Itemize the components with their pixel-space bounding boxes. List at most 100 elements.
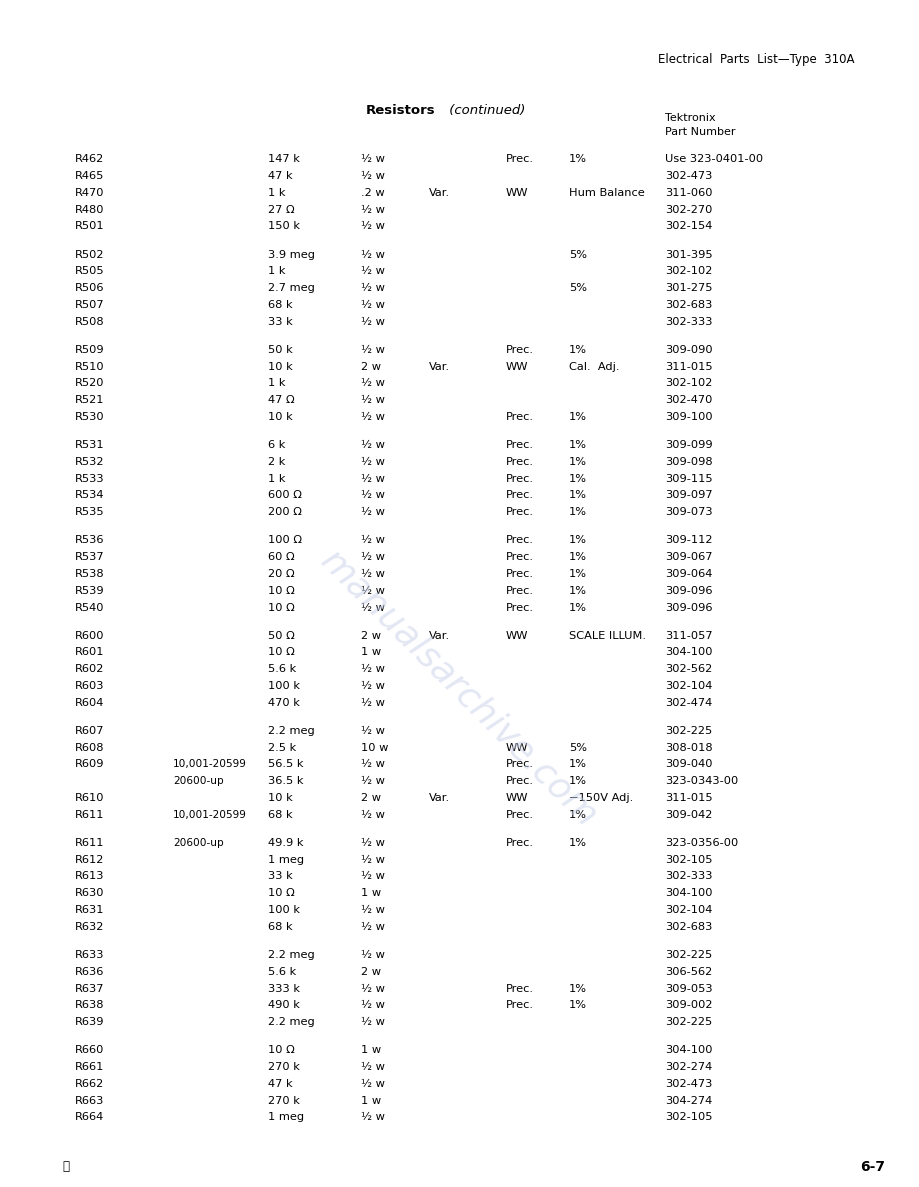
- Text: 2 w: 2 w: [361, 793, 381, 804]
- Text: 10,001-20599: 10,001-20599: [173, 760, 246, 769]
- Text: 1%: 1%: [569, 603, 587, 612]
- Text: ½ w: ½ w: [361, 871, 385, 882]
- Text: SCALE ILLUM.: SCALE ILLUM.: [569, 630, 646, 641]
- Text: R506: R506: [75, 284, 105, 293]
- Text: 306-562: 306-562: [665, 966, 712, 977]
- Text: 10 k: 10 k: [268, 362, 293, 372]
- Text: ½ w: ½ w: [361, 904, 385, 915]
- Text: R638: R638: [75, 1001, 105, 1010]
- Text: .2 w: .2 w: [361, 188, 385, 198]
- Text: 1 w: 1 w: [361, 888, 381, 899]
- Text: 302-102: 302-102: [665, 266, 713, 277]
- Text: 302-102: 302-102: [665, 379, 713, 388]
- Text: Prec.: Prec.: [505, 569, 533, 579]
- Text: 10 k: 10 k: [268, 793, 293, 804]
- Text: R480: R480: [75, 204, 105, 215]
- Text: ½ w: ½ w: [361, 1062, 385, 1072]
- Text: 333 k: 333 k: [268, 984, 301, 994]
- Text: 302-105: 302-105: [665, 1112, 713, 1123]
- Text: R520: R520: [75, 379, 105, 388]
- Text: ½ w: ½ w: [361, 569, 385, 579]
- Text: 1 k: 1 k: [268, 188, 286, 198]
- Text: R633: R633: [75, 950, 105, 960]
- Text: R660: R660: [75, 1046, 105, 1055]
- Text: 309-053: 309-053: [665, 984, 713, 994]
- Text: R663: R663: [75, 1096, 105, 1105]
- Text: 302-470: 302-470: [665, 395, 713, 405]
- Text: 1%: 1%: [569, 507, 587, 518]
- Text: 309-099: 309-099: [665, 440, 713, 450]
- Text: ½ w: ½ w: [361, 440, 385, 450]
- Text: ½ w: ½ w: [361, 284, 385, 293]
- Text: R604: R604: [75, 698, 105, 707]
- Text: Ⓐ: Ⓐ: [62, 1160, 70, 1173]
- Text: ½ w: ½ w: [361, 698, 385, 707]
- Text: R537: R537: [75, 552, 105, 563]
- Text: 3.9 meg: 3.9 meg: [268, 249, 315, 260]
- Text: 1 k: 1 k: [268, 379, 286, 388]
- Text: ½ w: ½ w: [361, 317, 385, 326]
- Text: ½ w: ½ w: [361, 552, 385, 563]
- Text: 309-096: 309-096: [665, 603, 713, 612]
- Text: R538: R538: [75, 569, 105, 579]
- Text: 10 Ω: 10 Ω: [268, 647, 295, 658]
- Text: R507: R507: [75, 300, 105, 310]
- Text: 302-562: 302-562: [665, 665, 712, 674]
- Text: 304-100: 304-100: [665, 888, 713, 899]
- Text: Prec.: Prec.: [505, 776, 533, 786]
- Text: ½ w: ½ w: [361, 379, 385, 388]
- Text: R536: R536: [75, 535, 105, 545]
- Text: 302-333: 302-333: [665, 317, 713, 326]
- Text: Resistors: Resistors: [366, 104, 436, 118]
- Text: 1 w: 1 w: [361, 1046, 381, 1055]
- Text: 311-057: 311-057: [665, 630, 713, 641]
- Text: 301-395: 301-395: [665, 249, 713, 260]
- Text: 10 Ω: 10 Ω: [268, 603, 295, 612]
- Text: 309-040: 309-040: [665, 760, 713, 769]
- Text: Prec.: Prec.: [505, 490, 533, 501]
- Text: 47 Ω: 47 Ω: [268, 395, 295, 405]
- Text: 150 k: 150 k: [268, 222, 301, 231]
- Text: ½ w: ½ w: [361, 222, 385, 231]
- Text: 10 Ω: 10 Ω: [268, 585, 295, 596]
- Text: 2 k: 2 k: [268, 457, 286, 466]
- Text: WW: WW: [505, 743, 528, 753]
- Text: ½ w: ½ w: [361, 585, 385, 596]
- Text: R505: R505: [75, 266, 105, 277]
- Text: 302-154: 302-154: [665, 222, 713, 231]
- Text: 470 k: 470 k: [268, 698, 301, 707]
- Text: ½ w: ½ w: [361, 725, 385, 736]
- Text: ½ w: ½ w: [361, 535, 385, 545]
- Text: 309-073: 309-073: [665, 507, 713, 518]
- Text: ½ w: ½ w: [361, 984, 385, 994]
- Text: ½ w: ½ w: [361, 810, 385, 820]
- Text: R611: R611: [75, 810, 105, 820]
- Text: R607: R607: [75, 725, 105, 736]
- Text: 1%: 1%: [569, 838, 587, 848]
- Text: 1%: 1%: [569, 776, 587, 786]
- Text: R630: R630: [75, 888, 105, 899]
- Text: 2.2 meg: 2.2 meg: [268, 725, 315, 736]
- Text: 304-274: 304-274: [665, 1096, 712, 1105]
- Text: 1%: 1%: [569, 490, 587, 501]
- Text: R462: R462: [75, 154, 105, 164]
- Text: Hum Balance: Hum Balance: [569, 188, 644, 198]
- Text: Prec.: Prec.: [505, 585, 533, 596]
- Text: 309-112: 309-112: [665, 535, 713, 545]
- Text: 60 Ω: 60 Ω: [268, 552, 295, 563]
- Text: ½ w: ½ w: [361, 1079, 385, 1088]
- Text: 304-100: 304-100: [665, 1046, 713, 1055]
- Text: R470: R470: [75, 188, 105, 198]
- Text: Prec.: Prec.: [505, 1001, 533, 1010]
- Text: 302-683: 302-683: [665, 300, 713, 310]
- Text: 1%: 1%: [569, 760, 587, 769]
- Text: R539: R539: [75, 585, 105, 596]
- Text: Tektronix: Tektronix: [665, 113, 716, 122]
- Text: 309-096: 309-096: [665, 585, 713, 596]
- Text: 100 Ω: 100 Ω: [268, 535, 302, 545]
- Text: 50 Ω: 50 Ω: [268, 630, 295, 641]
- Text: WW: WW: [505, 362, 528, 372]
- Text: Prec.: Prec.: [505, 412, 533, 423]
- Text: R639: R639: [75, 1017, 105, 1027]
- Text: 100 k: 100 k: [268, 904, 301, 915]
